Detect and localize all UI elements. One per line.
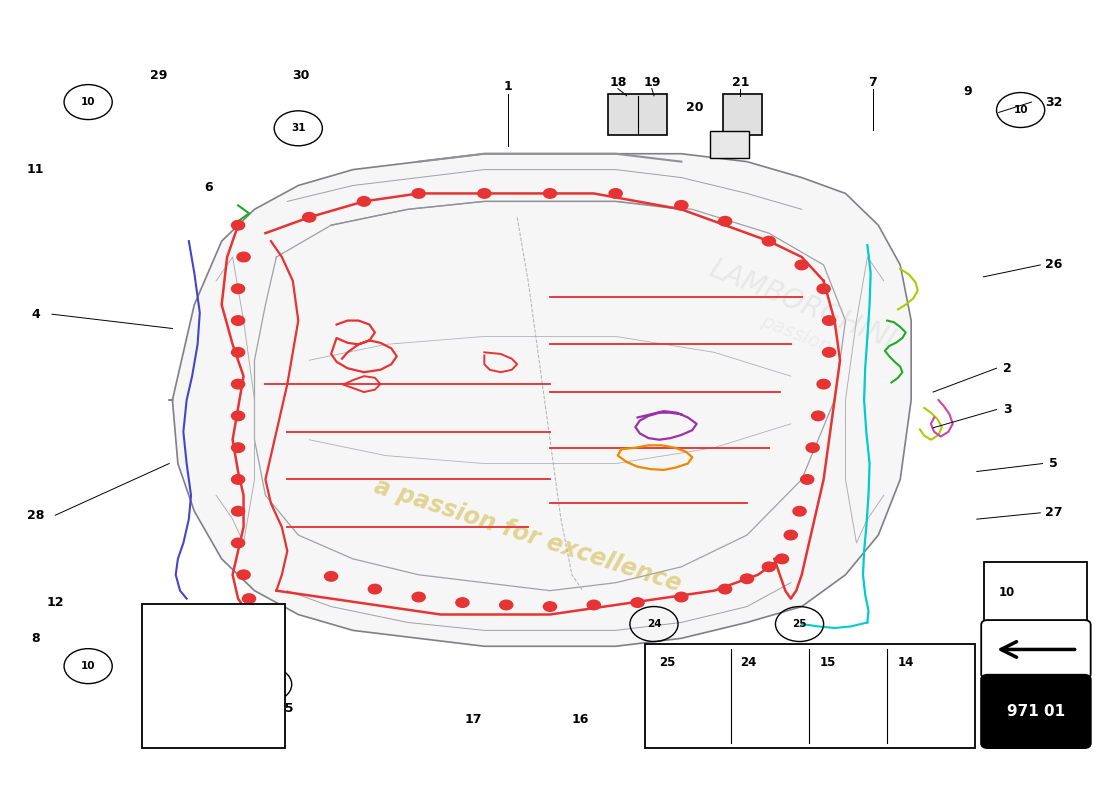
Circle shape (231, 474, 244, 484)
Text: 5: 5 (1049, 457, 1058, 470)
FancyBboxPatch shape (608, 94, 667, 135)
Circle shape (242, 594, 255, 603)
Text: 26: 26 (1045, 258, 1063, 271)
Text: 9: 9 (964, 86, 972, 98)
Text: 28: 28 (26, 509, 44, 522)
Text: 11: 11 (26, 163, 44, 176)
Text: 30: 30 (292, 70, 309, 82)
Text: 24: 24 (740, 656, 757, 669)
FancyBboxPatch shape (710, 131, 749, 158)
Text: 10: 10 (81, 97, 96, 107)
Circle shape (718, 217, 732, 226)
Text: 15: 15 (820, 656, 836, 669)
Text: passione: passione (758, 311, 845, 362)
Text: 18: 18 (609, 76, 627, 89)
Text: 10: 10 (261, 679, 275, 690)
FancyBboxPatch shape (142, 604, 285, 748)
Circle shape (718, 584, 732, 594)
Text: 14: 14 (208, 650, 224, 662)
FancyBboxPatch shape (723, 94, 762, 135)
Text: 10: 10 (81, 661, 96, 671)
Text: 15: 15 (276, 702, 294, 714)
Text: 16: 16 (572, 713, 590, 726)
Circle shape (674, 592, 688, 602)
Circle shape (358, 197, 371, 206)
Text: 6: 6 (205, 181, 212, 194)
Circle shape (499, 600, 513, 610)
Text: 12: 12 (46, 596, 64, 609)
Circle shape (795, 260, 808, 270)
Text: 8: 8 (31, 632, 40, 645)
FancyBboxPatch shape (646, 644, 975, 748)
Text: 14: 14 (898, 656, 914, 669)
Circle shape (231, 221, 244, 230)
Circle shape (817, 379, 830, 389)
Text: 25: 25 (659, 656, 675, 669)
Circle shape (231, 506, 244, 516)
Circle shape (609, 189, 623, 198)
FancyBboxPatch shape (981, 675, 1091, 748)
Circle shape (324, 571, 338, 581)
Circle shape (793, 506, 806, 516)
Text: 31: 31 (292, 123, 306, 134)
Text: 1: 1 (504, 80, 513, 93)
Circle shape (231, 411, 244, 421)
Circle shape (236, 252, 250, 262)
Polygon shape (169, 154, 911, 646)
Circle shape (231, 379, 244, 389)
Circle shape (762, 236, 776, 246)
Circle shape (801, 474, 814, 484)
Circle shape (587, 600, 601, 610)
Circle shape (412, 189, 426, 198)
Circle shape (823, 347, 836, 357)
Circle shape (455, 598, 469, 607)
Text: 32: 32 (1045, 95, 1063, 109)
Text: 27: 27 (1045, 506, 1063, 519)
Circle shape (740, 574, 754, 583)
Text: 21: 21 (732, 76, 749, 89)
Circle shape (812, 411, 825, 421)
Circle shape (776, 554, 789, 564)
Circle shape (231, 316, 244, 326)
Text: LAMBORGHINI: LAMBORGHINI (705, 254, 899, 354)
Circle shape (302, 213, 316, 222)
Circle shape (231, 443, 244, 453)
Text: 2: 2 (1003, 362, 1012, 374)
Circle shape (477, 189, 491, 198)
Text: 971 01: 971 01 (1006, 704, 1065, 719)
Circle shape (817, 284, 830, 294)
Text: 4: 4 (31, 308, 40, 321)
Circle shape (231, 538, 244, 548)
Circle shape (236, 570, 250, 579)
Text: 13: 13 (254, 664, 272, 677)
Circle shape (231, 284, 244, 294)
Text: a passion for excellence: a passion for excellence (372, 474, 685, 596)
Circle shape (231, 347, 244, 357)
Text: 19: 19 (644, 76, 660, 89)
Text: 7: 7 (869, 76, 877, 89)
Text: 25: 25 (792, 619, 806, 629)
Circle shape (543, 189, 557, 198)
Text: 17: 17 (464, 713, 482, 726)
Text: 6: 6 (205, 618, 212, 630)
Circle shape (806, 443, 820, 453)
Circle shape (674, 201, 688, 210)
Circle shape (368, 584, 382, 594)
Circle shape (543, 602, 557, 611)
Text: 24: 24 (647, 619, 661, 629)
Circle shape (412, 592, 426, 602)
Circle shape (823, 316, 836, 326)
Text: 10: 10 (999, 586, 1015, 598)
Text: 3: 3 (1003, 403, 1012, 416)
Text: 10: 10 (1013, 105, 1027, 115)
Circle shape (631, 598, 645, 607)
Circle shape (258, 610, 272, 619)
Text: 29: 29 (150, 70, 167, 82)
Text: 20: 20 (685, 101, 703, 114)
FancyBboxPatch shape (984, 562, 1088, 621)
FancyBboxPatch shape (981, 620, 1091, 679)
Circle shape (762, 562, 776, 571)
Circle shape (784, 530, 798, 540)
